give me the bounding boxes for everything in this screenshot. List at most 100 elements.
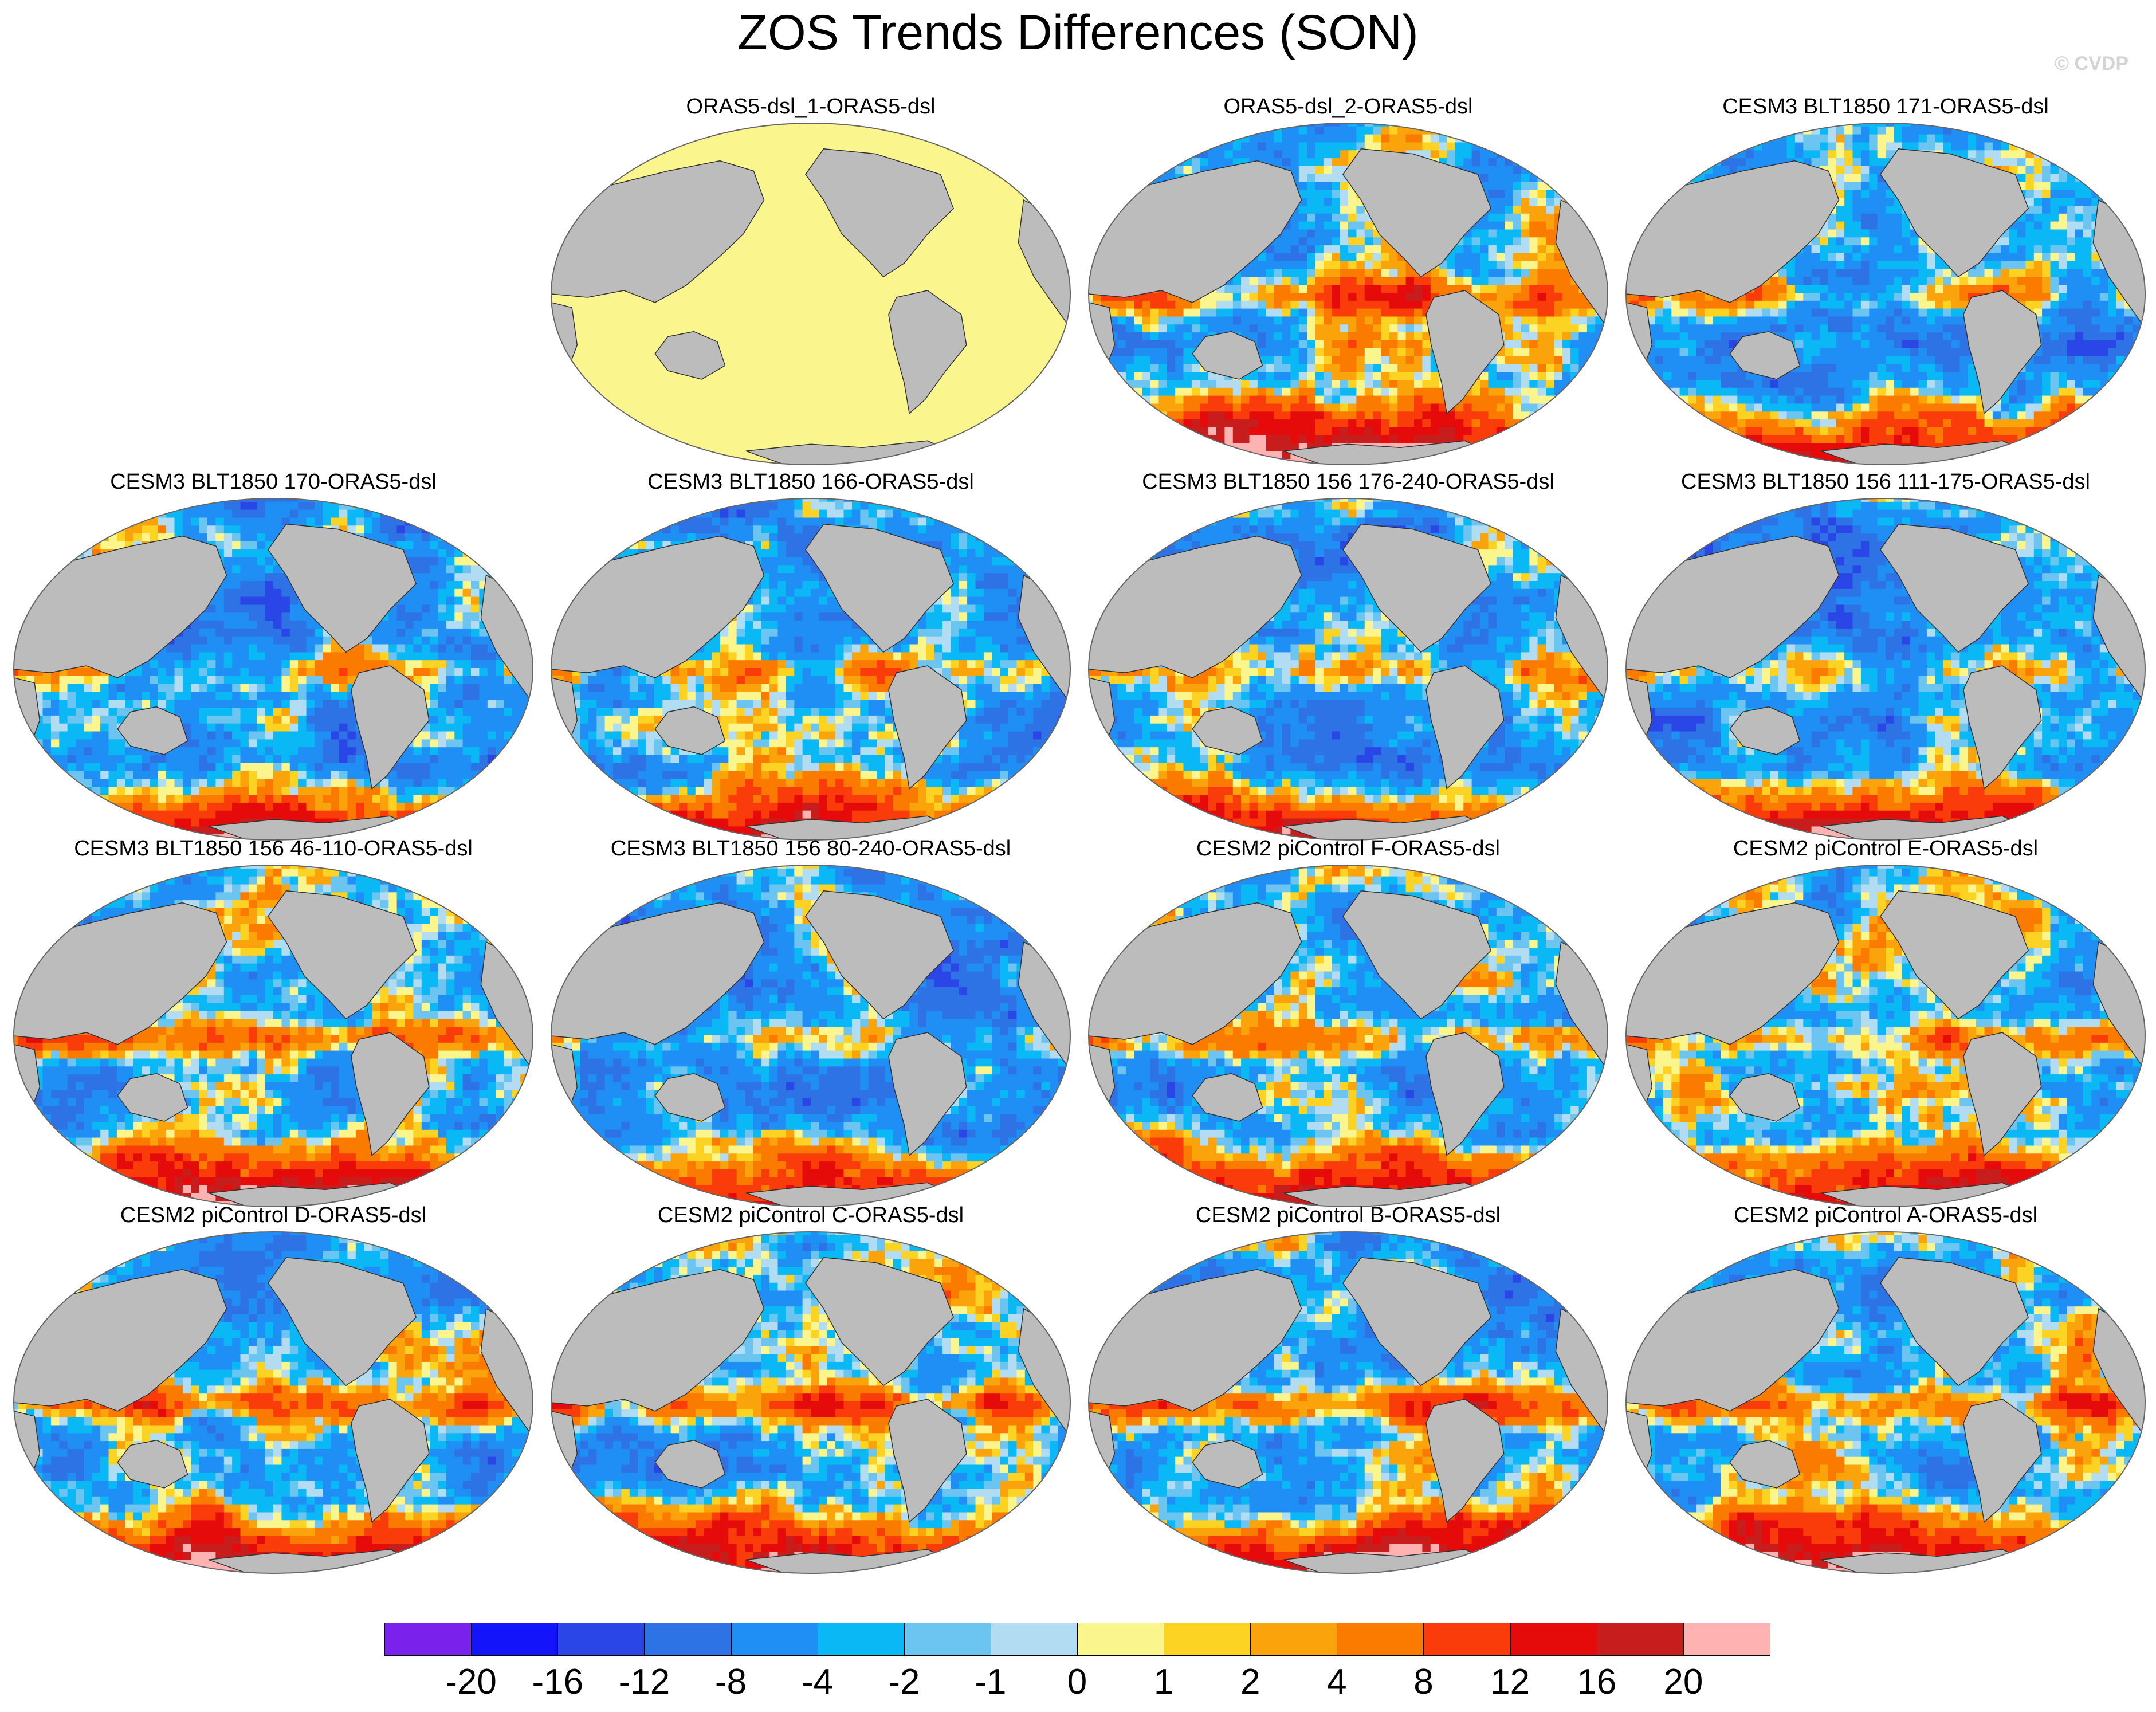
colorbar-tick-label: -16: [523, 1662, 592, 1702]
panel-title: CESM3 BLT1850 156 46-110-ORAS5-dsl: [10, 837, 537, 861]
world-map: [1625, 498, 2146, 841]
land-mask: [551, 148, 1070, 465]
world-map: [551, 498, 1071, 841]
map-border: [1625, 1231, 2146, 1574]
colorbar-tick-label: -2: [870, 1662, 938, 1702]
colorbar-tick-label: 0: [1043, 1662, 1112, 1702]
map-panel: CESM2 piControl C-ORAS5-dsl: [547, 1203, 1074, 1576]
colorbar-swatch: [1337, 1623, 1424, 1656]
map-panel: ORAS5-dsl_1-ORAS5-dsl: [547, 95, 1074, 467]
world-map: [13, 865, 533, 1207]
map-panel: CESM3 BLT1850 166-ORAS5-dsl: [547, 470, 1074, 842]
map-panel: CESM3 BLT1850 171-ORAS5-dsl: [1622, 95, 2149, 467]
panel-title: CESM3 BLT1850 156 80-240-ORAS5-dsl: [547, 837, 1074, 861]
colorbar: [384, 1623, 1770, 1656]
world-map: [13, 498, 533, 841]
colorbar-tick-label: 16: [1562, 1662, 1631, 1702]
map-panel: CESM2 piControl F-ORAS5-dsl: [1085, 837, 1612, 1209]
world-map: [1088, 123, 1608, 465]
panel-title: ORAS5-dsl_2-ORAS5-dsl: [1085, 95, 1612, 119]
colorbar-swatch: [1077, 1623, 1165, 1656]
map-border: [551, 498, 1071, 841]
map-border: [13, 865, 533, 1207]
map-panel: CESM3 BLT1850 170-ORAS5-dsl: [10, 470, 537, 842]
colorbar-swatch: [1510, 1623, 1597, 1656]
panel-title: CESM3 BLT1850 156 111-175-ORAS5-dsl: [1622, 470, 2149, 494]
world-map: [551, 1231, 1071, 1574]
panel-title: CESM3 BLT1850 171-ORAS5-dsl: [1622, 95, 2149, 119]
map-panel: CESM3 BLT1850 156 111-175-ORAS5-dsl: [1622, 470, 2149, 842]
land-mask: [14, 1256, 533, 1573]
colorbar-swatch: [471, 1623, 559, 1656]
copyright-label: © CVDP: [2055, 53, 2128, 75]
colorbar-tick-label: -1: [956, 1662, 1025, 1702]
map-panel: ORAS5-dsl_2-ORAS5-dsl: [1085, 95, 1612, 467]
map-border: [1625, 498, 2146, 841]
page-title: ZOS Trends Differences (SON): [0, 5, 2156, 61]
land-mask: [551, 1256, 1070, 1573]
panel-title: CESM2 piControl B-ORAS5-dsl: [1085, 1203, 1612, 1228]
colorbar-swatch: [731, 1623, 818, 1656]
world-map: [1088, 865, 1608, 1207]
colorbar-tick-label: 20: [1649, 1662, 1718, 1702]
map-panel: CESM2 piControl E-ORAS5-dsl: [1622, 837, 2149, 1209]
land-mask: [14, 523, 533, 840]
colorbar-swatch: [557, 1623, 645, 1656]
map-panel: CESM2 piControl B-ORAS5-dsl: [1085, 1203, 1612, 1576]
colorbar-swatch: [644, 1623, 732, 1656]
world-map: [551, 865, 1071, 1207]
world-map: [551, 123, 1071, 465]
colorbar-swatch: [817, 1623, 905, 1656]
colorbar-tick-label: 8: [1389, 1662, 1458, 1702]
map-panel: CESM3 BLT1850 156 176-240-ORAS5-dsl: [1085, 470, 1612, 842]
colorbar-swatch: [1164, 1623, 1251, 1656]
world-map: [1625, 123, 2146, 465]
map-border: [1088, 498, 1608, 841]
colorbar-swatch: [384, 1623, 472, 1656]
panel-title: CESM3 BLT1850 170-ORAS5-dsl: [10, 470, 537, 494]
world-map: [1625, 865, 2146, 1207]
colorbar-swatch: [1596, 1623, 1684, 1656]
map-panel: CESM2 piControl D-ORAS5-dsl: [10, 1203, 537, 1576]
panel-title: ORAS5-dsl_1-ORAS5-dsl: [547, 95, 1074, 119]
colorbar-swatch: [1683, 1623, 1770, 1656]
colorbar-swatch: [990, 1623, 1078, 1656]
map-border: [1088, 865, 1608, 1207]
world-map: [1625, 1231, 2146, 1574]
panel-title: CESM2 piControl F-ORAS5-dsl: [1085, 837, 1612, 861]
colorbar-tick-label: -20: [437, 1662, 505, 1702]
land-mask: [551, 523, 1070, 840]
map-panel: CESM3 BLT1850 156 46-110-ORAS5-dsl: [10, 837, 537, 1209]
panel-title: CESM2 piControl A-ORAS5-dsl: [1622, 1203, 2149, 1228]
colorbar-tick-label: -8: [697, 1662, 765, 1702]
map-border: [551, 865, 1071, 1207]
map-panel: CESM3 BLT1850 156 80-240-ORAS5-dsl: [547, 837, 1074, 1209]
land-mask: [1089, 1256, 1608, 1573]
map-border: [1625, 865, 2146, 1207]
colorbar-tick-label: 4: [1302, 1662, 1371, 1702]
map-border: [1088, 123, 1608, 465]
world-map: [1088, 498, 1608, 841]
colorbar-tick-label: -12: [610, 1662, 678, 1702]
map-border: [13, 498, 533, 841]
colorbar-tick-label: 1: [1129, 1662, 1198, 1702]
colorbar-tick-label: 2: [1216, 1662, 1285, 1702]
map-border: [1088, 1231, 1608, 1574]
world-map: [13, 1231, 533, 1574]
map-border: [1625, 123, 2146, 465]
panel-title: CESM3 BLT1850 166-ORAS5-dsl: [547, 470, 1074, 494]
panel-title: CESM3 BLT1850 156 176-240-ORAS5-dsl: [1085, 470, 1612, 494]
colorbar-swatch: [1423, 1623, 1511, 1656]
colorbar-swatch: [1250, 1623, 1338, 1656]
colorbar-tick-label: 12: [1476, 1662, 1545, 1702]
panel-title: CESM2 piControl D-ORAS5-dsl: [10, 1203, 537, 1228]
land-mask: [1626, 1256, 2145, 1573]
map-border: [551, 1231, 1071, 1574]
land-mask: [1089, 148, 1608, 465]
panel-title: CESM2 piControl E-ORAS5-dsl: [1622, 837, 2149, 861]
colorbar-tick-label: -4: [783, 1662, 852, 1702]
colorbar-swatch: [904, 1623, 991, 1656]
map-border: [551, 123, 1071, 465]
map-panel: CESM2 piControl A-ORAS5-dsl: [1622, 1203, 2149, 1576]
world-map: [1088, 1231, 1608, 1574]
